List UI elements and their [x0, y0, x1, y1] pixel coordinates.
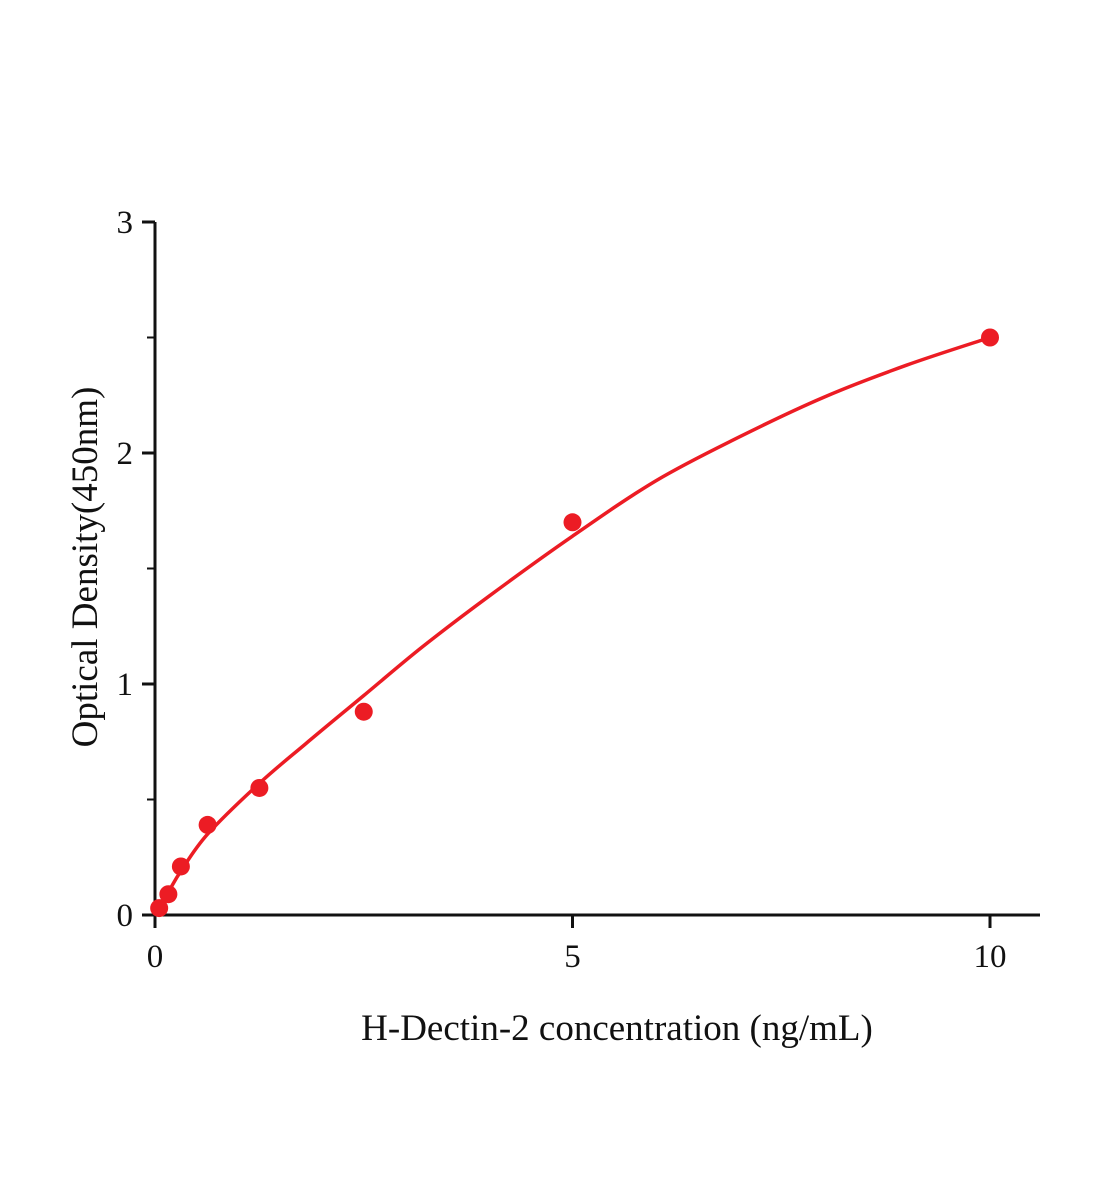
tick-labels: 0 1 2 3 0 5 10 [117, 205, 1007, 975]
data-point [354, 702, 373, 721]
fit-curve [153, 335, 992, 915]
data-point [981, 328, 999, 347]
x-tick-label: 5 [564, 939, 581, 975]
y-tick-label: 3 [117, 205, 134, 241]
data-point [198, 815, 217, 834]
x-tick-label: 10 [974, 939, 1007, 975]
data-point [563, 513, 582, 532]
y-tick-label: 1 [117, 667, 134, 703]
y-tick-label: 2 [117, 436, 134, 472]
axes [153, 222, 1040, 917]
data-point [171, 857, 190, 876]
data-point [250, 778, 269, 797]
data-point [159, 885, 178, 904]
ticks [142, 220, 992, 928]
data-series [150, 328, 999, 918]
x-axis-title: H-Dectin-2 concentration (ng/mL) [361, 1008, 873, 1049]
x-tick-label: 0 [147, 939, 164, 975]
y-axis-title: Optical Density(450nm) [65, 387, 106, 748]
y-tick-label: 0 [117, 898, 134, 934]
data-point [150, 899, 169, 918]
